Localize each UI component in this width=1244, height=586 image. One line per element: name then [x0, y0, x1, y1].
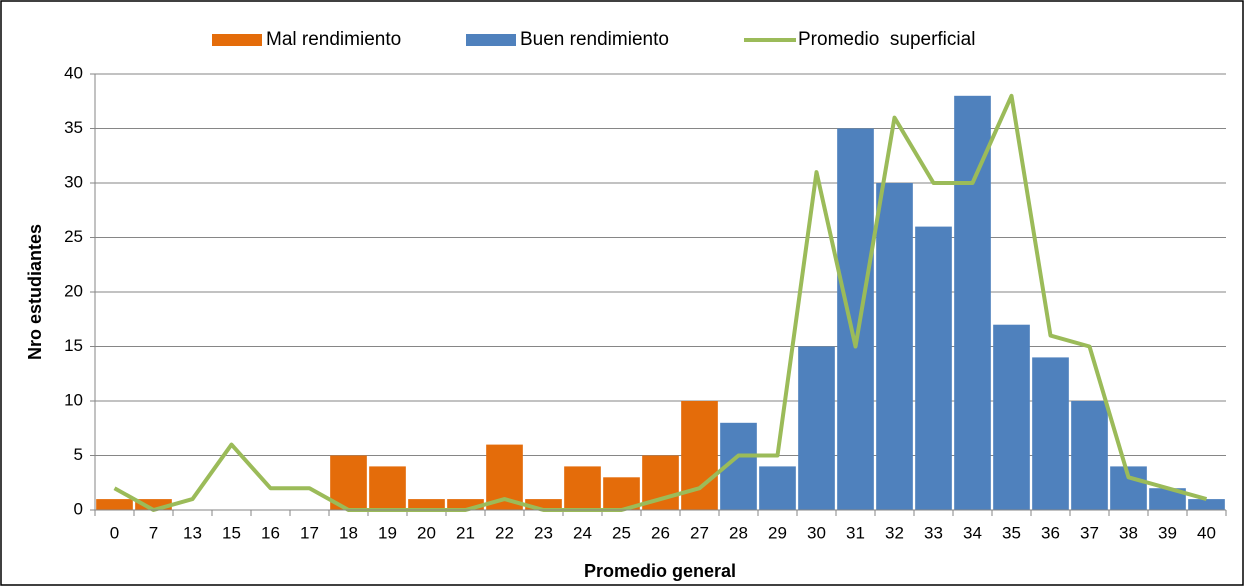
- bar: [876, 183, 913, 510]
- x-tick-label: 13: [183, 523, 202, 542]
- bar: [837, 128, 874, 510]
- bar: [993, 324, 1030, 510]
- x-tick-label: 22: [495, 523, 514, 542]
- bar: [408, 499, 445, 510]
- x-tick-label: 38: [1119, 523, 1138, 542]
- bar: [954, 95, 991, 511]
- x-tick-label: 18: [339, 523, 358, 542]
- x-tick-label: 39: [1158, 523, 1177, 542]
- x-tick-label: 31: [846, 523, 865, 542]
- y-tick-label: 15: [64, 336, 83, 355]
- x-tick-label: 7: [149, 523, 158, 542]
- y-tick-label: 10: [64, 390, 83, 409]
- x-tick-label: 29: [768, 523, 787, 542]
- x-tick-label: 16: [261, 523, 280, 542]
- x-tick-label: 26: [651, 523, 670, 542]
- legend-label: Mal rendimiento: [266, 29, 401, 50]
- bar: [759, 466, 796, 510]
- x-tick-label: 19: [378, 523, 397, 542]
- bar: [369, 466, 406, 510]
- legend-swatch: [212, 34, 262, 46]
- line: [113, 93, 1208, 512]
- x-tick-label: 40: [1197, 523, 1216, 542]
- x-tick-label: 25: [612, 523, 631, 542]
- x-tick-label: 0: [110, 523, 119, 542]
- x-tick-label: 24: [573, 523, 592, 542]
- x-tick-label: 21: [456, 523, 475, 542]
- x-tick-label: 23: [534, 523, 553, 542]
- x-tick-label: 35: [1002, 523, 1021, 542]
- bar: [798, 346, 835, 510]
- legend-swatch: [466, 34, 516, 46]
- x-tick-label: 36: [1041, 523, 1060, 542]
- y-axis-title: Nro estudiantes: [25, 224, 45, 360]
- y-tick-label: 30: [64, 172, 83, 191]
- x-tick-label: 30: [807, 523, 826, 542]
- bar: [564, 466, 601, 510]
- x-tick-label: 27: [690, 523, 709, 542]
- bar: [915, 226, 952, 510]
- x-tick-label: 34: [963, 523, 982, 542]
- bar: [1149, 488, 1186, 510]
- x-tick-label: 20: [417, 523, 436, 542]
- y-tick-label: 5: [74, 445, 83, 464]
- x-tick-label: 33: [924, 523, 943, 542]
- y-tick-label: 40: [64, 63, 83, 82]
- bar: [135, 499, 172, 510]
- bar: [1032, 357, 1069, 510]
- y-tick-label: 35: [64, 118, 83, 137]
- legend-label: Promedio superficial: [798, 29, 975, 50]
- x-tick-label: 17: [300, 523, 319, 542]
- y-tick-label: 25: [64, 227, 83, 246]
- bar: [96, 499, 133, 510]
- bar: [1071, 401, 1108, 510]
- bar: [525, 499, 562, 510]
- x-axis-title: Promedio general: [584, 561, 736, 581]
- y-tick-label: 0: [74, 499, 83, 518]
- x-tick-label: 28: [729, 523, 748, 542]
- y-tick-label: 20: [64, 281, 83, 300]
- bar: [1188, 499, 1225, 510]
- bar: [447, 499, 484, 510]
- legend-label: Buen rendimiento: [520, 29, 669, 50]
- x-tick-label: 32: [885, 523, 904, 542]
- x-tick-label: 37: [1080, 523, 1099, 542]
- x-tick-label: 15: [222, 523, 241, 542]
